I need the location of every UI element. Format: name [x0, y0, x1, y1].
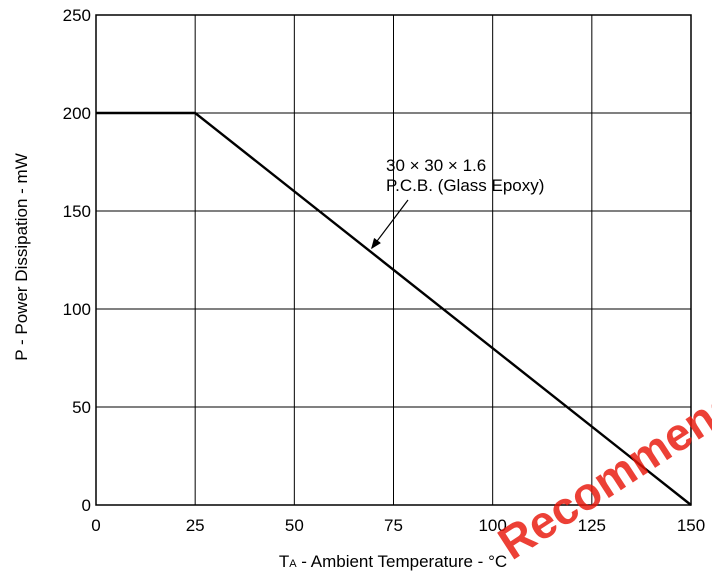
series-line-derating	[96, 111, 692, 506]
y-tick-label: 150	[63, 202, 91, 221]
x-axis-label-text: - Ambient Temperature - °C	[297, 552, 508, 571]
x-axis-symbol: T	[279, 552, 289, 571]
x-axis-subscript: A	[289, 558, 297, 570]
x-tick-label: 75	[384, 516, 403, 535]
x-tick-labels: 0 25 50 75 100 125 150	[91, 516, 705, 535]
x-axis-label: TA - Ambient Temperature - °C	[279, 552, 507, 571]
y-axis-label: P - Power Dissipation - mW	[12, 153, 31, 361]
x-tick-label: 25	[186, 516, 205, 535]
y-tick-label: 250	[63, 6, 91, 25]
y-tick-labels: 0 50 100 150 200 250	[63, 6, 91, 515]
x-tick-label: 150	[677, 516, 705, 535]
annotation-arrow	[371, 199, 409, 250]
y-tick-label: 0	[82, 496, 91, 515]
annotation-text-line: P.C.B. (Glass Epoxy)	[386, 176, 544, 195]
y-tick-label: 200	[63, 104, 91, 123]
y-tick-label: 100	[63, 300, 91, 319]
x-tick-label: 0	[91, 516, 100, 535]
annotation-group: 30 × 30 × 1.6P.C.B. (Glass Epoxy)	[371, 156, 544, 250]
plot-frame	[95, 14, 692, 506]
annotation-text-line: 30 × 30 × 1.6	[386, 156, 486, 175]
y-tick-label: 50	[72, 398, 91, 417]
x-tick-label: 125	[578, 516, 606, 535]
series-group	[96, 111, 692, 506]
grid-lines	[96, 15, 691, 505]
x-tick-label: 100	[478, 516, 506, 535]
x-tick-label: 50	[285, 516, 304, 535]
